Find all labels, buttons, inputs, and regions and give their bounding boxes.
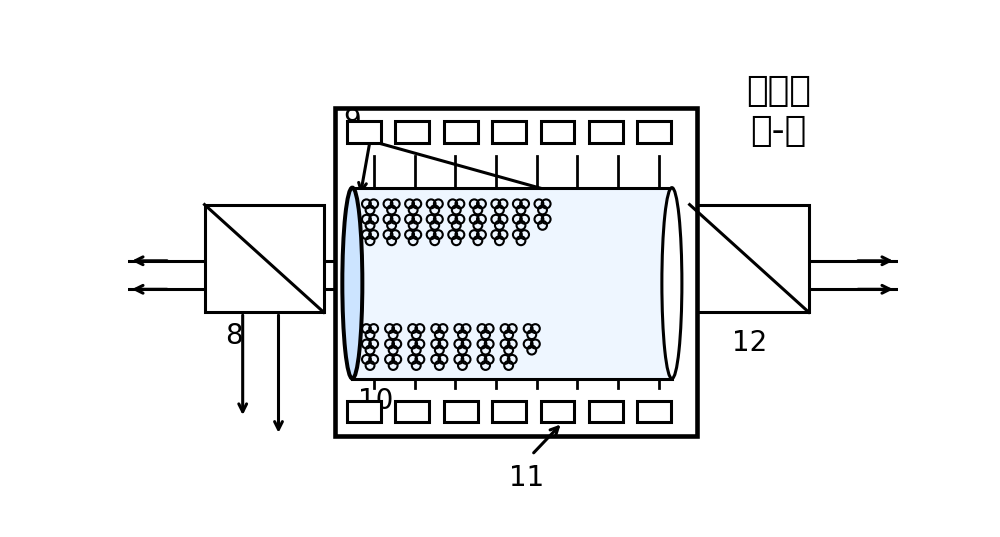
- Ellipse shape: [662, 187, 682, 379]
- Text: 11: 11: [509, 464, 544, 492]
- Bar: [444, 401, 478, 423]
- Bar: [395, 121, 429, 143]
- Bar: [589, 121, 623, 143]
- Bar: [541, 121, 574, 143]
- Bar: [637, 401, 671, 423]
- Bar: [492, 401, 526, 423]
- Bar: [347, 121, 381, 143]
- Bar: [205, 205, 324, 313]
- Bar: [444, 121, 478, 143]
- Bar: [690, 205, 809, 313]
- Bar: [352, 187, 672, 379]
- Text: 10: 10: [358, 387, 393, 415]
- Bar: [637, 121, 671, 143]
- Bar: [492, 121, 526, 143]
- Text: 9: 9: [343, 107, 361, 135]
- Bar: [541, 401, 574, 423]
- Text: 12: 12: [732, 329, 767, 357]
- Bar: [335, 108, 697, 436]
- Bar: [589, 401, 623, 423]
- Text: 缓冲气
体-氩: 缓冲气 体-氩: [746, 74, 811, 148]
- Ellipse shape: [342, 187, 362, 379]
- Bar: [395, 401, 429, 423]
- Text: 8: 8: [226, 322, 243, 350]
- Bar: [347, 401, 381, 423]
